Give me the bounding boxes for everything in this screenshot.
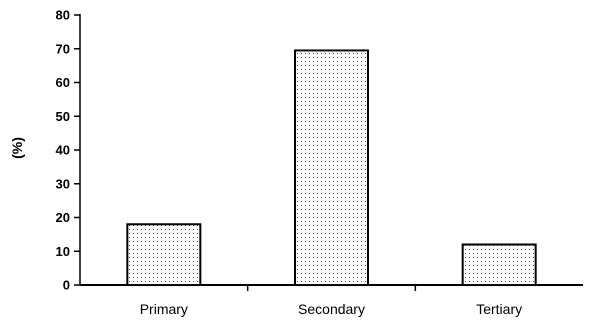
y-tick-label: 60 — [56, 75, 70, 90]
y-tick-label: 30 — [56, 176, 70, 191]
y-tick-label: 0 — [63, 278, 70, 293]
y-tick-label: 10 — [56, 244, 70, 259]
x-category-label: Primary — [140, 301, 188, 317]
y-ticks: 0 10 20 30 40 50 60 70 80 — [56, 8, 80, 293]
x-category-label: Tertiary — [476, 301, 522, 317]
category-labels: Primary Secondary Tertiary — [140, 301, 522, 317]
bar-tertiary — [461, 243, 537, 286]
bar-primary — [126, 223, 202, 286]
y-tick-label: 80 — [56, 8, 70, 23]
y-tick-label: 70 — [56, 41, 70, 56]
bars — [126, 49, 537, 286]
y-tick-label: 50 — [56, 109, 70, 124]
bar-secondary — [294, 49, 369, 286]
y-tick-label: 20 — [56, 210, 70, 225]
axes — [79, 14, 583, 291]
y-tick-label: 40 — [56, 143, 70, 158]
x-category-label: Secondary — [298, 301, 365, 317]
y-axis-title: (%) — [9, 137, 25, 159]
